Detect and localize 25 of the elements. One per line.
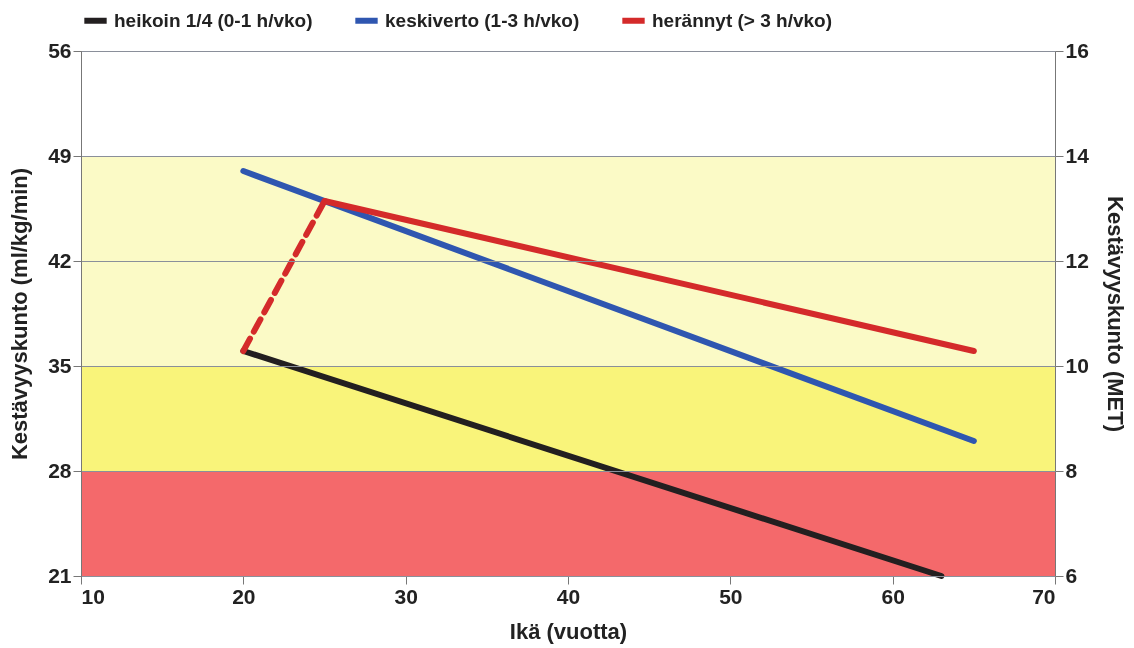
x-tick-label: 50 — [719, 584, 743, 608]
y2-tick-label: 14 — [1065, 143, 1090, 167]
legend-label: herännyt (> 3 h/vko) — [652, 9, 833, 31]
x-tick-label: 10 — [81, 584, 105, 608]
y-tick-label: 28 — [48, 458, 72, 482]
y2-axis-title: Kestävyyskunto (MET) — [1102, 196, 1128, 432]
x-axis-title: Ikä (vuotta) — [509, 618, 628, 644]
x-tick-label: 30 — [394, 584, 418, 608]
y2-tick-label: 10 — [1065, 353, 1089, 377]
y-tick-label: 56 — [48, 38, 72, 62]
y-tick-label: 42 — [48, 248, 72, 272]
y2-tick-label: 6 — [1065, 563, 1078, 587]
y2-tick-label: 12 — [1065, 248, 1089, 272]
x-tick-label: 20 — [232, 584, 256, 608]
x-tick-label: 40 — [556, 584, 581, 608]
legend-label: keskiverto (1-3 h/vko) — [385, 9, 580, 31]
y2-tick-label: 16 — [1065, 38, 1089, 62]
y-axis-title: Kestävyyskunto (ml/kg/min) — [7, 167, 33, 461]
x-tick-label: 70 — [1032, 584, 1056, 608]
y2-tick-label: 8 — [1065, 458, 1078, 482]
y-tick-label: 21 — [48, 563, 72, 587]
x-tick-label: 60 — [881, 584, 905, 608]
y-tick-label: 49 — [48, 143, 72, 167]
y-tick-label: 35 — [48, 353, 72, 377]
legend-label: heikoin 1/4 (0-1 h/vko) — [114, 9, 313, 31]
